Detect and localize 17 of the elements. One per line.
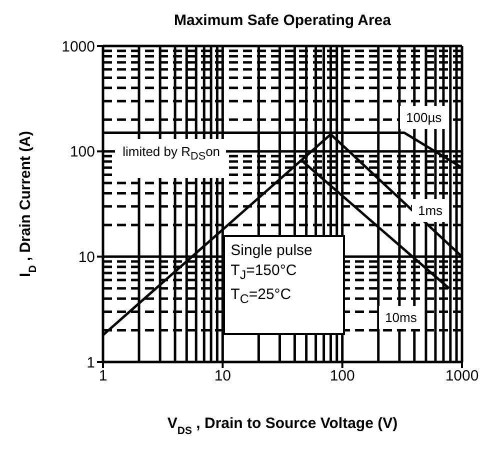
y-tick-label: 100 xyxy=(70,144,95,161)
x-tick-label: 10 xyxy=(214,368,232,385)
annotation: T$_{C}$=25°C xyxy=(230,286,292,306)
x-tick-label: 1 xyxy=(98,368,108,385)
annotation: T$_{J}$=150°C xyxy=(230,262,297,282)
y-tick-label: 1 xyxy=(86,354,95,372)
text: 10ms xyxy=(379,306,423,330)
annotation: Single pulse xyxy=(230,242,312,260)
annotation: limited by R$_{DS}$on xyxy=(122,144,220,163)
x-tick-label: 100 xyxy=(330,368,355,385)
y-tick-label: 1000 xyxy=(62,38,95,56)
chart-title: Maximum Safe Operating Area xyxy=(172,12,392,29)
series-label: 1ms xyxy=(412,198,449,222)
series-label: 100µs xyxy=(400,106,448,129)
x-tick-label: 1000 xyxy=(445,368,479,385)
x-axis-title: V$_{DS}$, Drain to Source Voltage (V) xyxy=(167,415,398,437)
y-tick-label: 10 xyxy=(78,248,95,266)
